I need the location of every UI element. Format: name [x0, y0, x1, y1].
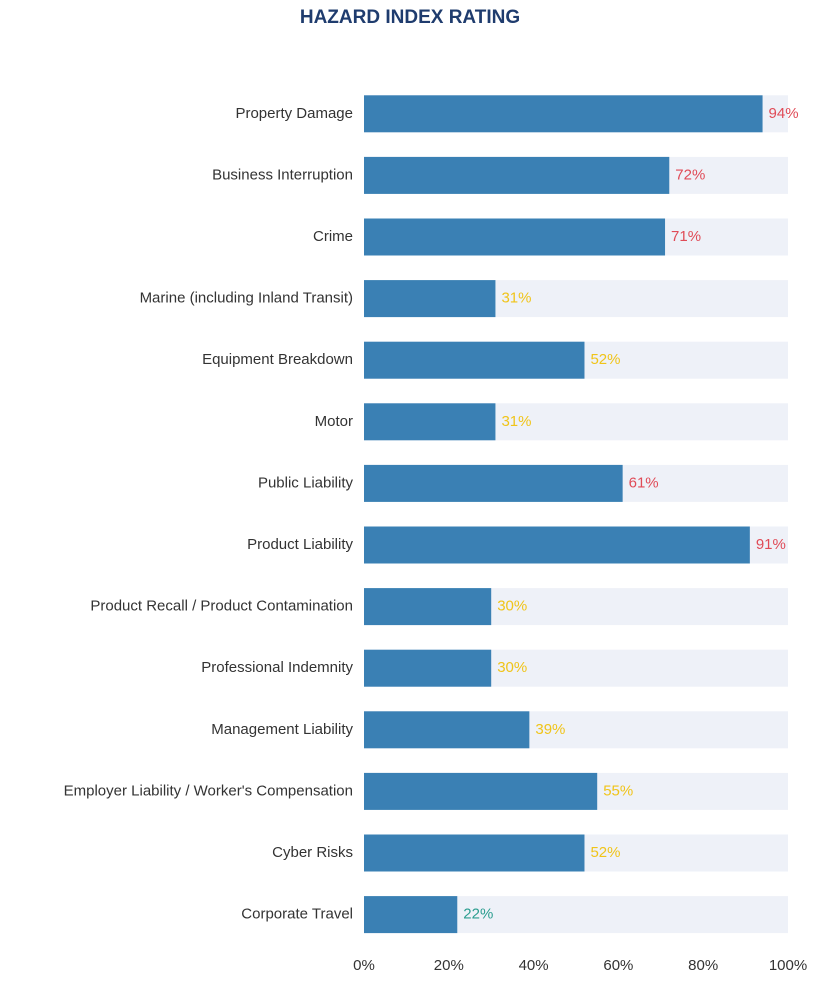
- x-tick-label: 100%: [769, 957, 807, 974]
- bar: [364, 95, 763, 133]
- category-label: Crime: [313, 228, 353, 245]
- bar: [364, 526, 750, 564]
- category-label: Motor: [315, 413, 353, 430]
- x-tick-label: 20%: [434, 957, 464, 974]
- bar: [364, 711, 530, 749]
- bar: [364, 341, 585, 379]
- value-label: 52%: [590, 351, 620, 368]
- value-label: 31%: [501, 413, 531, 430]
- value-label: 72%: [675, 166, 705, 183]
- category-label: Marine (including Inland Transit): [140, 290, 353, 307]
- value-label: 31%: [501, 290, 531, 307]
- value-label: 30%: [497, 598, 527, 615]
- category-label: Management Liability: [211, 721, 353, 738]
- x-tick-label: 40%: [519, 957, 549, 974]
- category-label: Corporate Travel: [241, 906, 353, 923]
- bar: [364, 896, 458, 934]
- bar: [364, 588, 492, 626]
- bar: [364, 403, 496, 441]
- category-label: Cyber Risks: [272, 844, 353, 861]
- category-label: Public Liability: [258, 474, 354, 491]
- category-label: Product Recall / Product Contamination: [90, 598, 353, 615]
- chart-title: HAZARD INDEX RATING: [300, 7, 520, 28]
- value-label: 91%: [756, 536, 786, 553]
- value-label: 22%: [463, 906, 493, 923]
- x-tick-label: 60%: [603, 957, 633, 974]
- value-label: 94%: [769, 105, 799, 122]
- category-label: Product Liability: [247, 536, 353, 553]
- category-label: Equipment Breakdown: [202, 351, 353, 368]
- category-label: Professional Indemnity: [201, 659, 353, 676]
- category-label: Employer Liability / Worker's Compensati…: [64, 782, 353, 799]
- bar: [364, 218, 666, 256]
- bar: [364, 156, 670, 194]
- bar: [364, 280, 496, 318]
- bar: [364, 649, 492, 687]
- value-label: 30%: [497, 659, 527, 676]
- bar: [364, 772, 598, 810]
- category-label: Property Damage: [235, 105, 353, 122]
- value-label: 71%: [671, 228, 701, 245]
- bar: [364, 834, 585, 872]
- x-tick-label: 0%: [353, 957, 375, 974]
- value-label: 55%: [603, 782, 633, 799]
- value-label: 52%: [590, 844, 620, 861]
- bar: [364, 464, 623, 502]
- value-label: 61%: [629, 474, 659, 491]
- x-tick-label: 80%: [688, 957, 718, 974]
- value-label: 39%: [535, 721, 565, 738]
- category-label: Business Interruption: [212, 166, 353, 183]
